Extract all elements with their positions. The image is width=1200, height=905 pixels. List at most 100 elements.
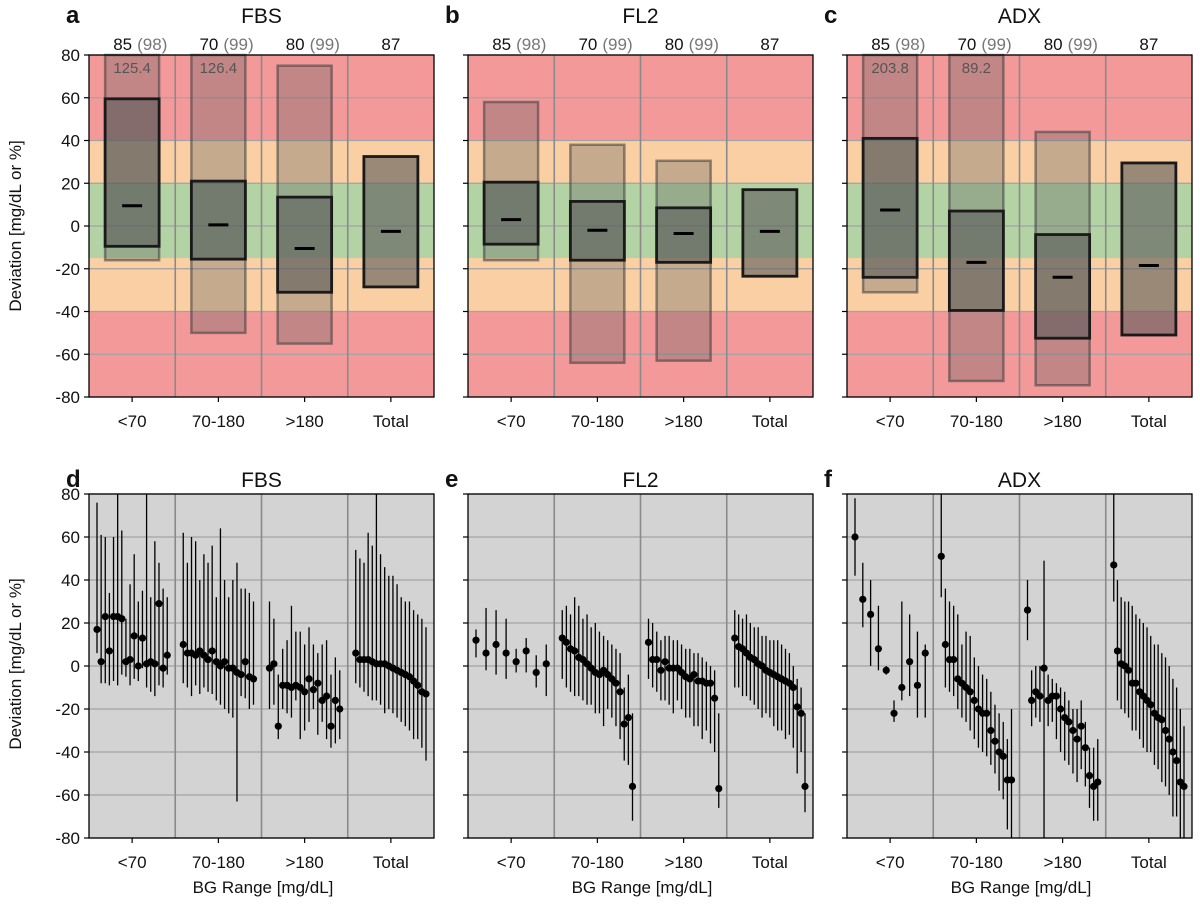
data-point [612,679,620,687]
data-point [706,679,715,687]
data-point [793,703,801,711]
xtick-label: 70-180 [192,853,245,872]
data-point [616,688,624,696]
panel-title: FL2 [622,469,658,492]
data-point [797,709,805,717]
ytick-label: 40 [61,571,80,590]
xtick-label: Total [752,853,788,872]
panel-title: FL2 [622,5,658,28]
count-paren-label: (99) [602,35,632,54]
xlabel-f: BG Range [mg/dL] [951,878,1092,897]
ytick-label: 80 [61,485,80,504]
data-point [628,782,637,791]
data-point [93,625,101,634]
iqr-box [189,179,247,261]
data-point [921,649,929,657]
data-point [138,634,147,642]
xtick-label: >180 [1043,412,1081,431]
xtick-label: Total [1131,853,1167,872]
data-point [1069,726,1077,735]
iqr-box [947,209,1005,312]
data-point [502,649,510,657]
count-label: 87 [381,35,400,54]
data-point [950,655,958,664]
data-point [241,658,249,666]
xtick-label: <70 [497,853,526,872]
data-point [352,649,360,657]
count-label: 70 [957,35,976,54]
xtick-label: >180 [664,853,702,872]
iqr-box [655,206,713,264]
data-point [105,647,113,655]
data-point [653,655,661,664]
data-point [1165,735,1173,743]
data-point [1110,561,1118,569]
data-point [130,632,138,640]
data-point [731,634,739,642]
data-point [1023,606,1032,614]
data-point [983,709,991,717]
count-paren-label: (99) [1068,35,1098,54]
data-point [492,640,500,649]
panel-b: 85 (98) 70 (99) 80 (99) 87 <70 70-180 >180 Total FL… [445,2,814,431]
count-label: 85 [492,35,511,54]
data-point [1077,722,1085,730]
data-point [890,709,898,717]
xtick-label: Total [1131,412,1167,431]
data-point [512,658,520,666]
panel-title: ADX [998,469,1041,492]
xtick-label: >180 [285,412,323,431]
ytick-label: -20 [55,700,80,719]
panel-d: -80 -60 -40 -20 0 20 40 60 80 <70 70-180 >180 Total F… [55,466,435,872]
data-point [270,660,278,668]
data-point [661,658,669,666]
iqr-box [1034,233,1092,340]
range-annotation: 125.4 [113,60,151,77]
count-label: 80 [665,35,684,54]
data-point [562,638,570,646]
data-point [1147,701,1155,709]
xtick-label: 70-180 [571,853,624,872]
iqr-box [362,155,420,289]
data-point [274,722,282,730]
iqr-box [276,195,334,294]
xtick-label: <70 [118,412,147,431]
data-point [1161,726,1170,735]
data-point [1132,679,1140,687]
data-point [309,686,318,694]
data-point [913,681,922,689]
panel-a: 125.4 85 (98) 126.4 70 (99) 80 (99) 87 -80 -60 -40 -… [55,2,435,431]
range-annotation: 126.4 [200,60,238,77]
data-point [1036,692,1044,700]
data-point [987,726,995,735]
panel-f: <70 70-180 >180 Total ADX f [824,466,1193,872]
data-point [801,782,809,791]
data-point [1180,782,1188,791]
data-point [472,636,480,644]
data-point [1085,772,1094,780]
data-point [937,552,945,560]
range-annotation: 89.2 [962,60,991,77]
count-paren-label: (99) [310,35,340,54]
xtick-label: <70 [118,853,147,872]
data-point [620,720,628,728]
data-point [237,671,245,679]
ytick-label: 80 [61,46,80,65]
data-point [179,640,187,649]
panel-letter: b [445,2,460,29]
data-point [970,696,978,705]
data-point [882,666,890,674]
data-point [220,658,229,666]
data-point [155,600,163,608]
data-point [898,683,906,692]
data-point [874,645,883,653]
ytick-label: 20 [61,614,80,633]
iqr-box [741,188,799,278]
data-point [204,655,212,664]
xtick-label: 70-180 [192,412,245,431]
data-point [522,647,530,655]
data-point [859,595,867,603]
range-annotation: 203.8 [871,60,909,77]
ylabel-bottom: Deviation [mg/dL or %] [6,578,25,749]
